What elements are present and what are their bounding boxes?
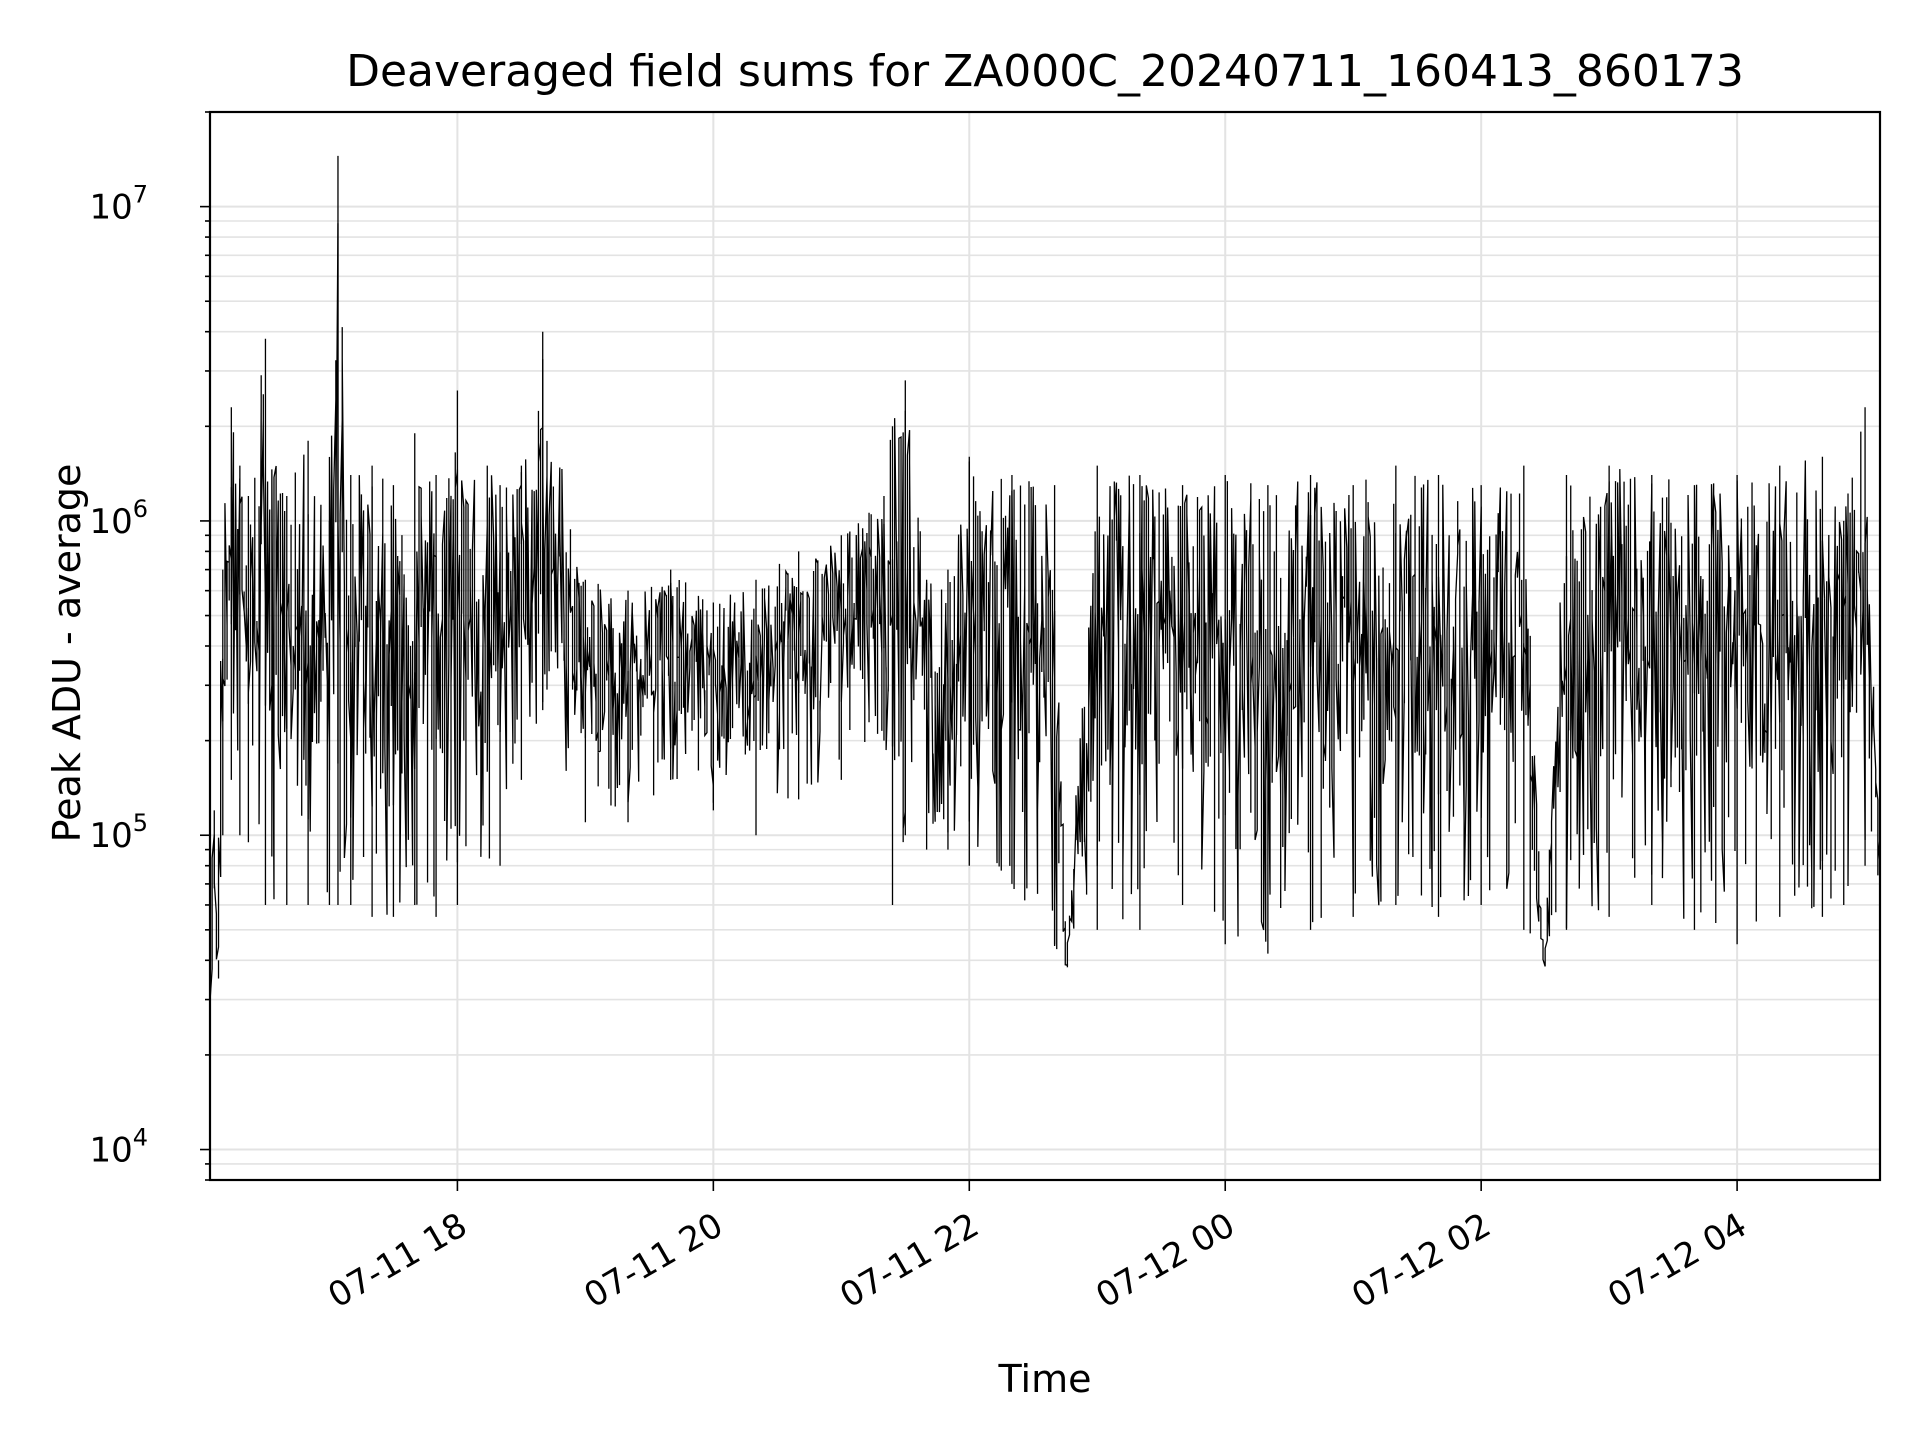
y-tick-exponent: 6: [133, 495, 148, 523]
x-tick-label: 07-12 00: [1089, 1205, 1241, 1316]
series-line: [209, 223, 1881, 1137]
y-tick-exponent: 4: [133, 1124, 148, 1152]
x-axis-label: Time: [998, 1357, 1092, 1401]
y-axis-label: Peak ADU - average: [45, 464, 89, 843]
chart-title: Deaveraged field sums for ZA000C_2024071…: [346, 46, 1744, 97]
x-tick-label: 07-12 02: [1345, 1205, 1497, 1316]
x-tick-label: 07-11 20: [577, 1205, 729, 1316]
y-tick-exponent: 5: [133, 809, 148, 837]
grid: [210, 111, 1880, 1181]
x-tick-label: 07-12 04: [1601, 1205, 1753, 1316]
y-tick-label: 106: [89, 495, 148, 542]
y-tick-base: 10: [89, 502, 132, 542]
x-tick-label: 07-11 18: [322, 1205, 474, 1316]
y-tick-exponent: 7: [133, 181, 148, 209]
y-tick-label: 107: [89, 181, 148, 228]
data-series: [209, 155, 1881, 1137]
y-tick-label: 104: [89, 1124, 148, 1171]
x-tick-label: 07-11 22: [833, 1205, 985, 1316]
y-tick-base: 10: [89, 1131, 132, 1171]
y-tick-label: 105: [89, 809, 148, 856]
x-axis: 07-11 18 07-11 20 07-11 22 07-12 00 07-12 02…: [322, 1180, 1754, 1316]
y-tick-base: 10: [89, 188, 132, 228]
y-tick-base: 10: [89, 816, 132, 856]
